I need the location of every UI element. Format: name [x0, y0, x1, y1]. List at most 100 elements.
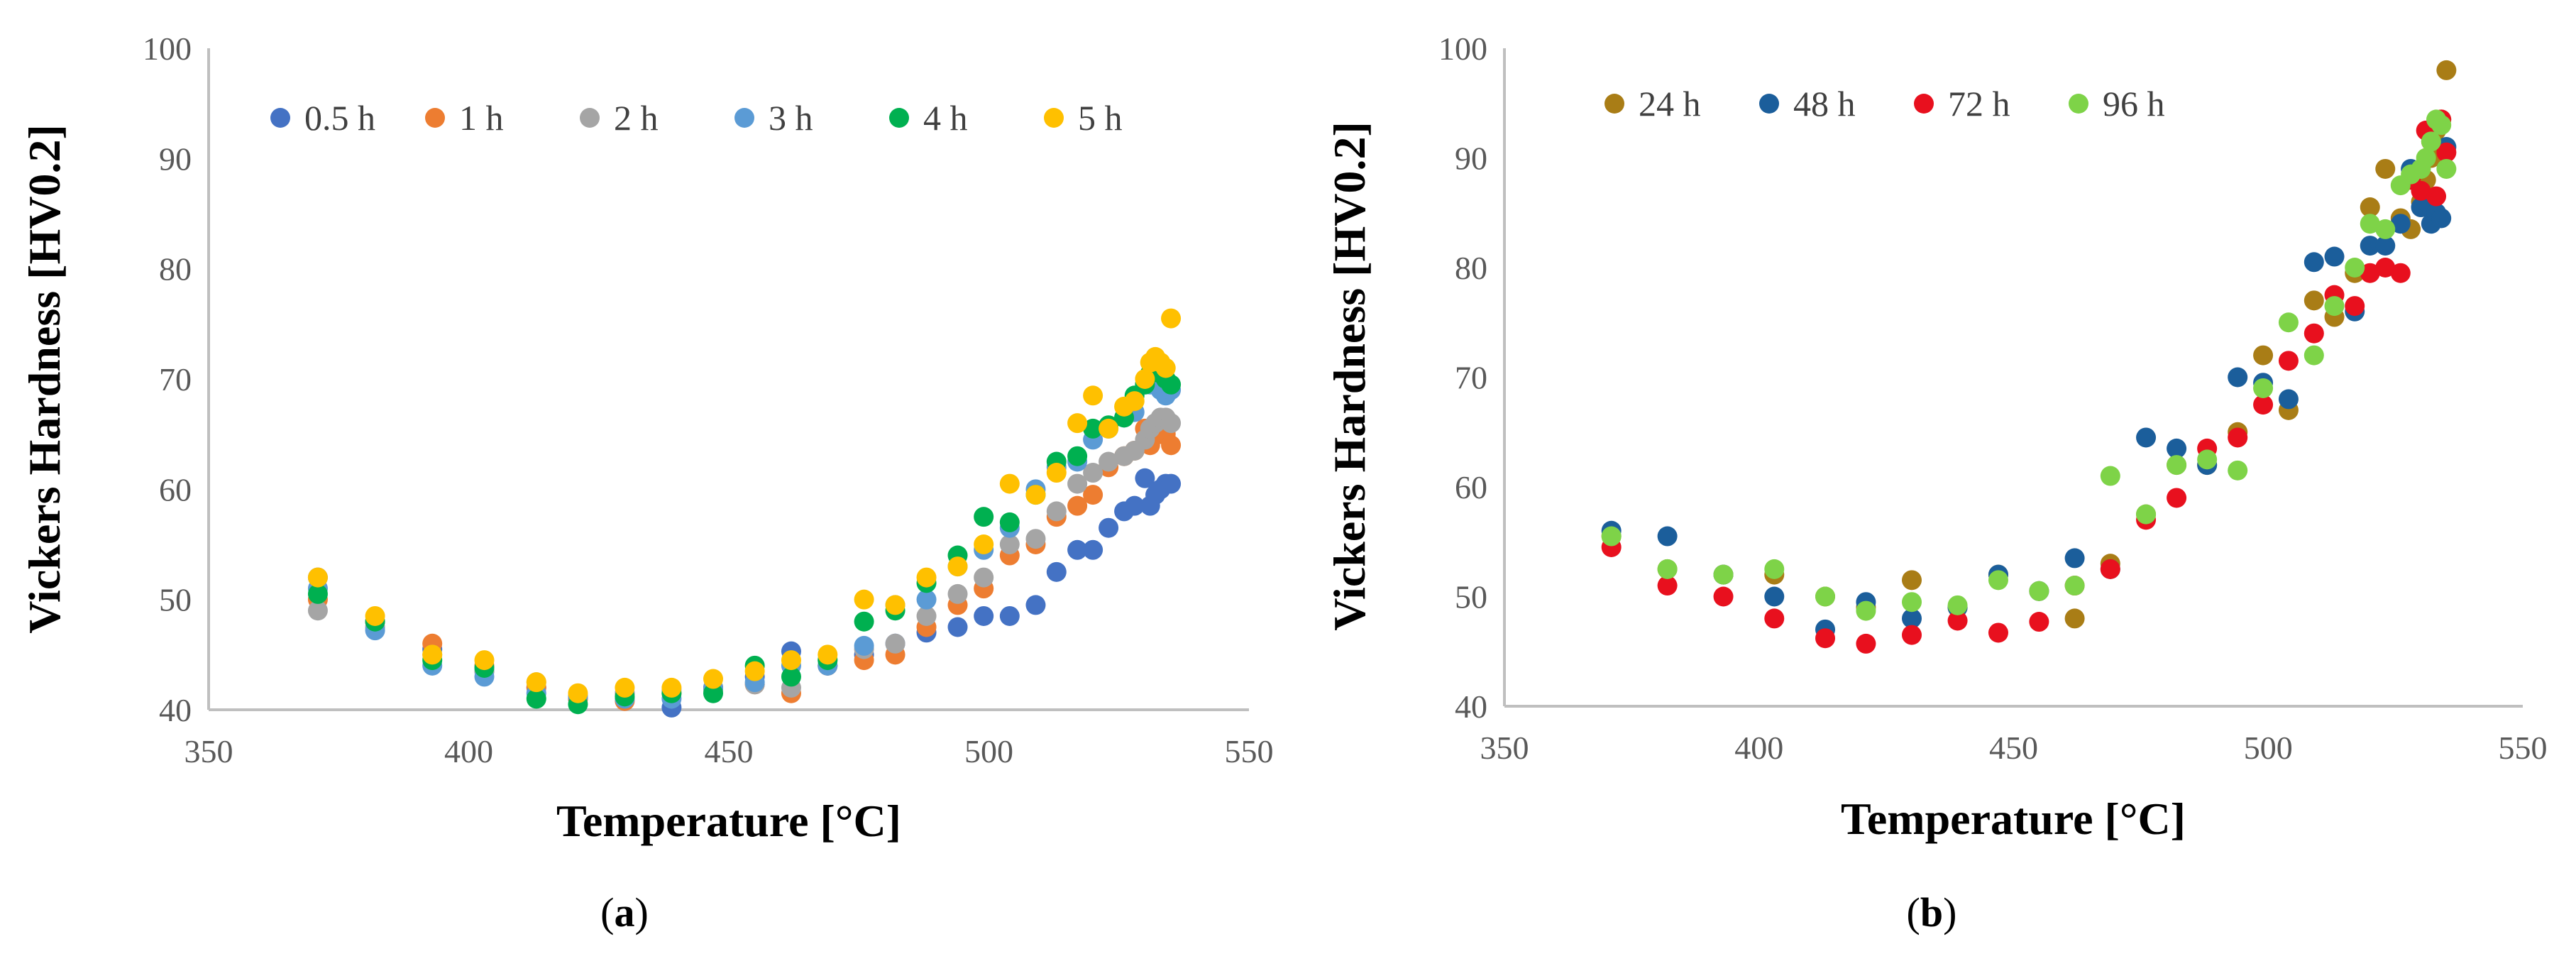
- data-point: [1815, 586, 1836, 607]
- legend-label: 96 h: [2103, 84, 2165, 124]
- legend-item: 0.5 h: [270, 98, 375, 138]
- data-point: [947, 556, 968, 577]
- series-48-h: [1601, 137, 2457, 640]
- data-point: [1135, 369, 1155, 389]
- data-point: [2411, 180, 2431, 201]
- x-tick-label: 500: [964, 733, 1013, 769]
- data-point: [974, 567, 994, 588]
- data-point: [526, 688, 546, 709]
- data-point: [1067, 495, 1088, 516]
- data-point: [703, 683, 724, 703]
- legend-label: 2 h: [614, 98, 659, 138]
- data-point: [1902, 592, 1922, 613]
- data-point: [1161, 435, 1182, 456]
- data-point: [818, 644, 838, 665]
- x-tick-label: 400: [444, 733, 493, 769]
- data-point: [2029, 612, 2049, 632]
- data-point: [744, 661, 765, 681]
- data-point: [999, 605, 1020, 626]
- x-axis-title: Temperature [°C]: [1841, 794, 2186, 844]
- legend-label: 0.5 h: [304, 98, 375, 138]
- data-point: [2431, 115, 2452, 136]
- y-tick-label: 60: [159, 471, 192, 507]
- data-point: [1067, 539, 1088, 560]
- data-points: [1601, 60, 2457, 654]
- data-point: [1856, 600, 1876, 621]
- data-point: [1099, 517, 1119, 538]
- data-point: [854, 635, 874, 656]
- y-axis-title: Vickers Hardness [HV0.2]: [1324, 121, 1375, 631]
- data-point: [526, 672, 546, 693]
- data-point: [307, 600, 328, 621]
- data-point: [947, 617, 968, 637]
- panel-label: (a): [600, 889, 649, 935]
- legend: 0.5 h 1 h 2 h 3 h 4 h 5 h: [270, 98, 1123, 138]
- x-tick-labels: 350 400 450 500 550: [1480, 730, 2548, 766]
- data-point: [2324, 296, 2345, 317]
- data-point: [947, 583, 968, 604]
- data-point: [2136, 504, 2157, 525]
- data-point: [2436, 142, 2457, 163]
- x-tick-label: 500: [2244, 730, 2293, 766]
- legend-item: 4 h: [889, 98, 968, 138]
- y-tick-label: 60: [1455, 469, 1487, 505]
- data-point: [2375, 219, 2396, 239]
- data-point: [2375, 236, 2396, 256]
- legend-label: 5 h: [1078, 98, 1123, 138]
- data-point: [307, 583, 328, 604]
- x-tick-label: 450: [705, 733, 754, 769]
- data-point: [2253, 395, 2274, 415]
- data-point: [1083, 463, 1103, 483]
- series-96-h: [1601, 109, 2457, 621]
- y-tick-label: 80: [159, 251, 192, 287]
- data-point: [974, 534, 994, 554]
- data-point: [1046, 463, 1067, 483]
- data-point: [1046, 561, 1067, 582]
- data-point: [2345, 258, 2365, 278]
- data-point: [1713, 586, 1734, 607]
- data-point: [999, 473, 1020, 494]
- data-point: [2167, 488, 2187, 508]
- data-point: [365, 605, 385, 626]
- data-point: [615, 677, 635, 698]
- legend-marker: [580, 108, 600, 128]
- y-tick-labels: 40 50 60 70 80 90 100: [1438, 31, 1487, 725]
- series-5-h: [307, 308, 1182, 703]
- y-tick-label: 100: [1438, 31, 1487, 67]
- data-point: [916, 589, 937, 610]
- data-point: [916, 605, 937, 626]
- data-point: [422, 644, 443, 665]
- legend-marker: [425, 108, 445, 128]
- data-point: [2228, 367, 2248, 388]
- data-point: [1657, 576, 1678, 596]
- legend-marker: [889, 108, 909, 128]
- data-point: [1947, 595, 1968, 615]
- data-point: [1083, 418, 1103, 439]
- data-point: [2303, 290, 2324, 311]
- data-point: [1657, 526, 1678, 547]
- legend-item: 96 h: [2069, 84, 2165, 124]
- legend-item: 48 h: [1759, 84, 1856, 124]
- data-point: [2064, 576, 2085, 596]
- data-point: [2100, 466, 2120, 486]
- data-point: [2390, 214, 2411, 234]
- chart-panel-b: 40 50 60 70 80 90 100 350 400 450 500 550 24 h 48 h…: [1324, 31, 2548, 935]
- x-tick-label: 350: [185, 733, 233, 769]
- data-point: [1713, 564, 1734, 585]
- data-point: [2100, 559, 2120, 579]
- data-point: [2431, 208, 2452, 229]
- data-point: [2360, 214, 2380, 234]
- data-point: [2278, 389, 2299, 410]
- data-point: [1083, 385, 1103, 406]
- x-tick-label: 450: [1989, 730, 2038, 766]
- data-point: [2278, 312, 2299, 333]
- data-point: [2064, 608, 2085, 629]
- data-point: [2228, 460, 2248, 481]
- data-point: [2167, 455, 2187, 476]
- y-tick-label: 40: [1455, 688, 1487, 725]
- data-point: [2253, 378, 2274, 398]
- data-point: [2426, 186, 2447, 207]
- data-point: [474, 650, 495, 671]
- data-point: [999, 512, 1020, 532]
- data-point: [2345, 296, 2365, 317]
